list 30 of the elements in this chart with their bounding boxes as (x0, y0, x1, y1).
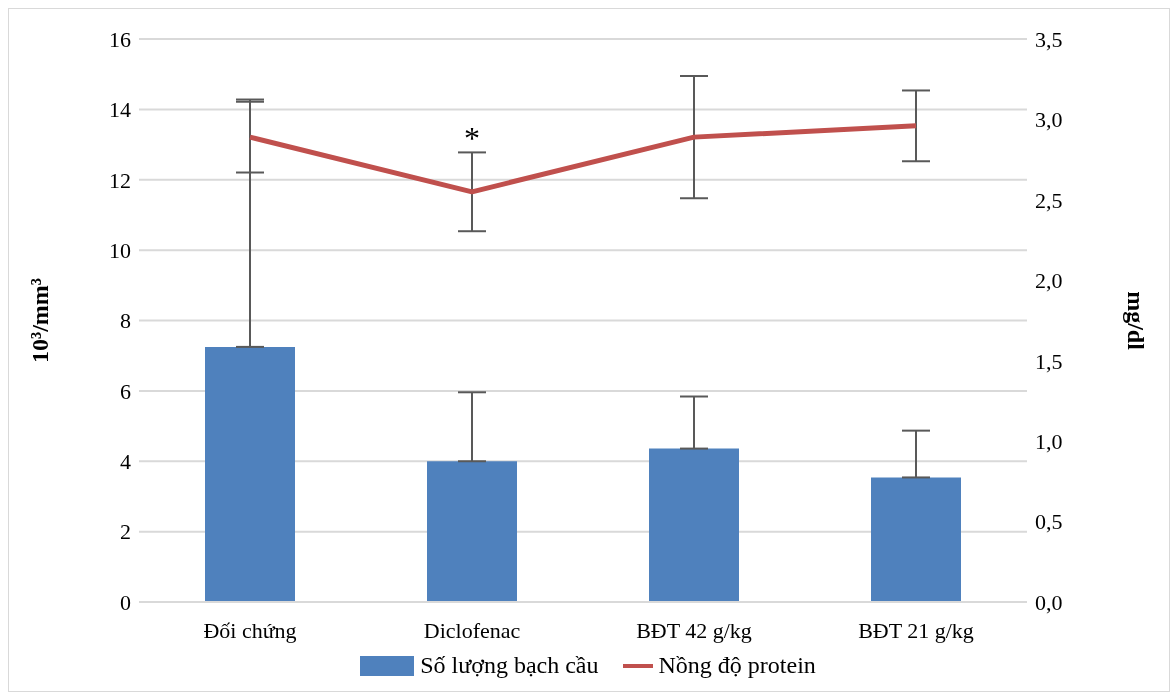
legend-label: Số lượng bạch cầu (420, 652, 599, 679)
y2-tick-label: 2,0 (1035, 268, 1063, 294)
y-tick-label: 4 (120, 449, 131, 475)
annotation: * (464, 119, 480, 156)
bar (205, 346, 295, 602)
y-tick-label: 6 (120, 378, 131, 404)
y2-axis-title: mg/dl (1123, 291, 1150, 351)
y2-tick-label: 1,0 (1035, 428, 1063, 454)
y2-tick-label: 0,5 (1035, 509, 1063, 535)
y-tick-label: 12 (109, 167, 131, 193)
y-tick-label: 0 (120, 589, 131, 615)
y-tick-label: 14 (109, 97, 131, 123)
y2-tick-label: 0,0 (1035, 589, 1063, 615)
y-tick-label: 16 (109, 26, 131, 52)
y-tick-label: 2 (120, 519, 131, 545)
bar (649, 448, 739, 602)
x-tick-label: BĐT 21 g/kg (858, 617, 974, 643)
bar (427, 461, 517, 602)
y-tick-label: 8 (120, 308, 131, 334)
y2-tick-label: 2,5 (1035, 187, 1063, 213)
y2-tick-label: 3,5 (1035, 26, 1063, 52)
legend-label: Nồng độ protein (658, 652, 816, 679)
x-tick-label: Diclofenac (423, 617, 521, 643)
x-tick-label: BĐT 42 g/kg (636, 617, 752, 643)
y2-tick-label: 1,5 (1035, 348, 1063, 374)
y-axis-title: 10³/mm³ (26, 277, 53, 364)
bar (871, 477, 961, 602)
y-tick-label: 10 (109, 237, 131, 263)
x-tick-label: Đối chứng (203, 617, 297, 643)
y2-tick-label: 3,0 (1035, 107, 1063, 133)
